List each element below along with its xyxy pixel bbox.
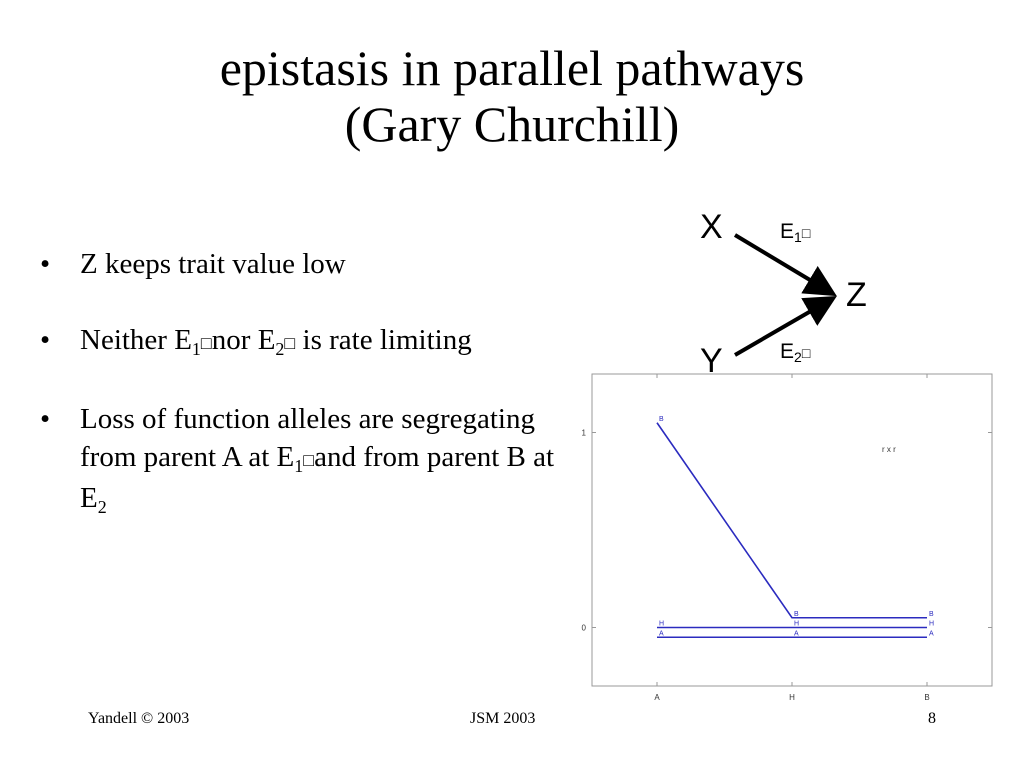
point-label-3-1: A [659,630,664,637]
title-line-2: (Gary Churchill) [344,96,680,152]
pathway-diagram: X Y Z E1□ E2□ [680,200,900,390]
point-label-1-2: B [794,611,799,618]
point-label-3-3: A [929,630,934,637]
bullet-3-box-1: □ [303,450,315,470]
x-tick-label-B: B [924,693,929,702]
bullet-2-box-1: □ [200,333,212,353]
bullet-3-sub-1: 1 [294,456,304,476]
node-z: Z [846,276,867,314]
bullet-item-3: • Loss of function alleles are segregati… [40,400,560,517]
bullet-3-sub-2: 2 [97,497,107,517]
bullet-dot-icon: • [40,248,51,280]
bullet-item-1: • Z keeps trait value low [40,245,560,283]
bullet-dot-icon: • [40,403,51,435]
y-tick-label-0: 0 [582,624,587,633]
footer-right: 8 [928,710,936,727]
bullet-2-mid: nor E [211,324,276,356]
bullet-2-post: is rate limiting [295,324,472,356]
point-label-2-1: H [659,621,664,628]
arrow-x-to-z [733,233,837,297]
title-line-1: epistasis in parallel pathways [219,40,805,96]
footer-center: JSM 2003 [470,710,536,727]
plot-frame [591,373,993,687]
bullet-1-text: Z keeps trait value low [80,248,346,280]
bullet-2-box-2: □ [284,333,296,353]
pathway-arrows [733,233,837,357]
x-tick-label-H: H [789,693,795,702]
point-label-2-2: H [794,621,799,628]
bullet-2-sub-2: 2 [275,339,285,359]
x-tick-label-A: A [654,693,660,702]
point-label-2-3: H [929,621,934,628]
slide-title: epistasis in parallel pathways (Gary Chu… [0,40,1024,152]
y-tick-label-1: 1 [582,429,587,438]
point-label-1-1: B [659,416,664,423]
bullet-2-sub-1: 1 [191,339,201,359]
bullet-dot-icon: • [40,324,51,356]
bullet-3-pre: Loss of function alleles are segregating… [80,403,535,473]
point-label-3-2: A [794,630,799,637]
plot-annotation: r x r [882,445,896,454]
node-x: X [700,208,723,246]
arrow-y-to-z [733,295,837,357]
bullet-3-post: and from parent B at E [80,441,555,514]
point-label-1-3: B [929,611,934,618]
series-line-1 [656,422,927,619]
node-y: Y [700,342,723,380]
footer-left: Yandell © 2003 [88,710,190,727]
bullet-item-2: • Neither E1□nor E2□ is rate limiting [40,321,560,362]
bullet-list: • Z keeps trait value low • Neither E1□n… [40,245,560,555]
bullet-2-pre: Neither E [80,324,192,356]
enzyme-1-label: E1□ [780,220,811,245]
enzyme-2-label: E2□ [780,340,811,365]
